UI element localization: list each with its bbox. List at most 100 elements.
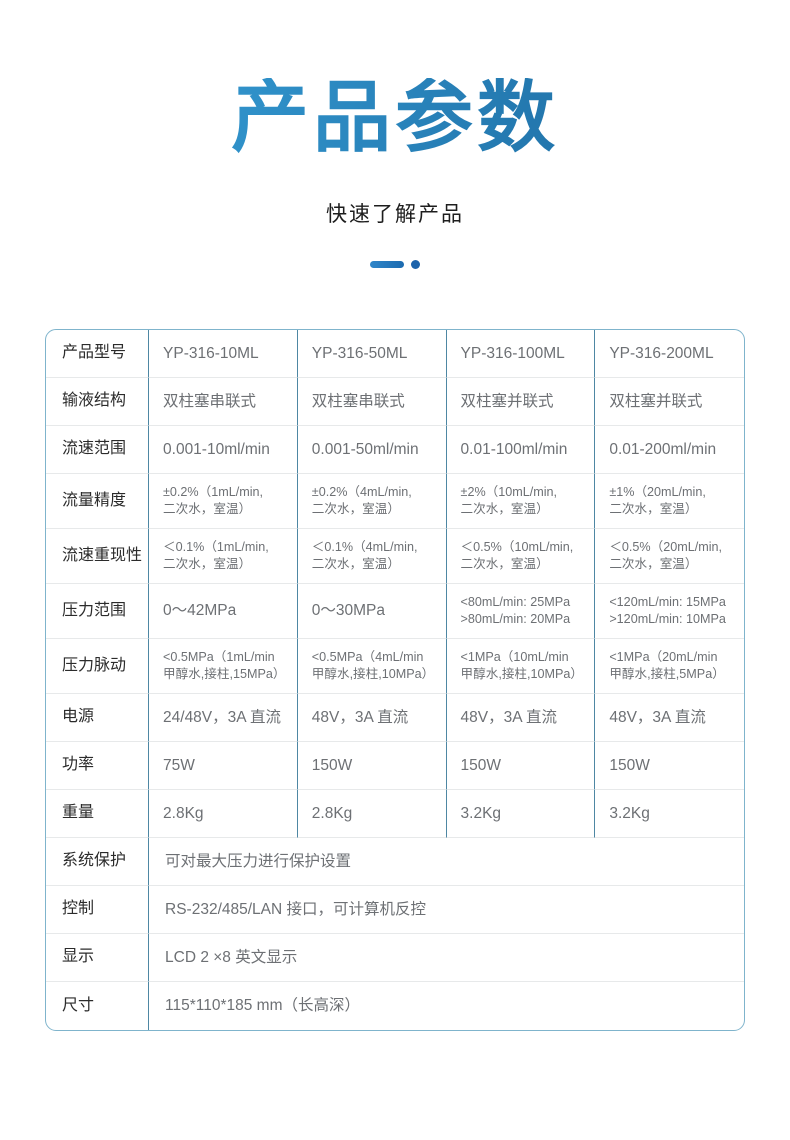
row-value-cell: <0.5MPa（1mL/min 甲醇水,接柱,15MPa） <box>149 638 298 694</box>
row-value-cell: 0.01-100ml/min <box>446 425 596 474</box>
value-two-line: ＜0.5%（10mL/min, 二次水，室温） <box>461 539 581 572</box>
row-value-cell: 0.001-10ml/min <box>149 425 298 474</box>
table-row: 功率 75W 150W 150W 150W <box>46 741 744 790</box>
value-two-line: <1MPa（10mL/min 甲醇水,接柱,10MPa） <box>460 649 584 682</box>
value-line-1: ±2%（10mL/min, <box>460 485 558 500</box>
value-line-1: <120mL/min: 15MPa <box>609 595 726 610</box>
row-value-cell: YP-316-10ML <box>149 329 298 378</box>
row-value-cell: <1MPa（20mL/min 甲醇水,接柱,5MPa） <box>595 639 744 694</box>
row-value-cell: 24/48V，3A 直流 <box>149 693 298 742</box>
row-value-cell: <0.5MPa（4mL/min 甲醇水,接柱,10MPa） <box>297 638 447 694</box>
row-label: 电源 <box>46 693 150 742</box>
row-value-cell: ＜0.5%（10mL/min, 二次水，室温） <box>446 528 596 584</box>
row-label: 流量精度 <box>46 473 150 529</box>
row-value-cell: 0.01-200ml/min <box>595 426 744 474</box>
row-value-cell: 双柱塞并联式 <box>595 378 744 426</box>
row-value-cell: 48V，3A 直流 <box>595 694 744 742</box>
product-spec-table: 产品型号 YP-316-10ML YP-316-50ML YP-316-100ML YP… <box>45 328 745 1031</box>
row-label: 显示 <box>46 933 150 982</box>
value-line-2: 甲醇水,接柱,5MPa） <box>609 666 725 681</box>
row-label: 功率 <box>46 741 150 790</box>
value-line-1: ＜0.5%（20mL/min, <box>609 540 723 555</box>
value-line-2: 二次水，室温） <box>163 501 252 516</box>
row-value-cell: 0.001-50ml/min <box>297 425 447 474</box>
row-value-cell: 3.2Kg <box>595 790 744 838</box>
value-line-2: 二次水，室温） <box>609 501 698 516</box>
value-line-2: 二次水，室温） <box>311 556 400 571</box>
value-two-line: ±1%（20mL/min, 二次水，室温） <box>609 484 730 517</box>
row-label: 流速范围 <box>46 425 150 474</box>
row-label: 重量 <box>46 789 150 838</box>
value-line-2: 甲醇水,接柱,15MPa） <box>163 666 286 681</box>
value-two-line: ±0.2%（1mL/min, 二次水，室温） <box>163 484 283 517</box>
row-value-merged: RS-232/485/LAN 接口，可计算机反控 <box>149 886 744 934</box>
value-two-line: <120mL/min: 15MPa >120mL/min: 10MPa <box>609 594 730 627</box>
row-value-cell: YP-316-100ML <box>446 329 596 378</box>
row-value-cell: 150W <box>595 742 744 790</box>
value-line-1: <1MPa（20mL/min <box>609 650 718 665</box>
row-value-cell: ＜0.1%（4mL/min, 二次水，室温） <box>297 528 447 584</box>
row-value-cell: YP-316-200ML <box>595 330 744 378</box>
decorative-divider <box>0 258 790 272</box>
value-line-1: ±0.2%（4mL/min, <box>311 485 412 500</box>
value-line-2: 二次水，室温） <box>460 556 549 571</box>
row-value-cell: 3.2Kg <box>446 789 596 838</box>
value-line-2: 甲醇水,接柱,10MPa） <box>460 666 584 681</box>
value-line-1: <0.5MPa（1mL/min <box>163 650 275 665</box>
row-value-cell: ±0.2%（4mL/min, 二次水，室温） <box>297 473 447 529</box>
decorative-dot-icon <box>411 260 420 270</box>
value-two-line: ＜0.1%（1mL/min, 二次水，室温） <box>163 539 283 572</box>
value-line-2: >80mL/min: 20MPa <box>460 611 571 626</box>
row-label: 尺寸 <box>46 981 150 1030</box>
value-line-1: <0.5MPa（4mL/min <box>311 650 424 665</box>
table-row: 电源 24/48V，3A 直流 48V，3A 直流 48V，3A 直流 48V，3A 直… <box>46 693 744 742</box>
row-label: 输液结构 <box>46 377 150 426</box>
table-row: 压力范围 0～42MPa 0～30MPa <80mL/min: 25MPa >80mL/… <box>46 583 744 639</box>
row-value-cell: <120mL/min: 15MPa >120mL/min: 10MPa <box>595 584 744 639</box>
spec-table-wrapper: 产品型号 YP-316-10ML YP-316-50ML YP-316-100ML YP… <box>45 328 745 1031</box>
value-line-2: 二次水，室温） <box>609 556 698 571</box>
decorative-bar-icon <box>370 261 404 269</box>
row-label: 系统保护 <box>46 837 150 886</box>
value-two-line: <80mL/min: 25MPa >80mL/min: 20MPa <box>461 594 581 627</box>
row-value-cell: 2.8Kg <box>297 789 447 838</box>
table-row: 系统保护 可对最大压力进行保护设置 <box>46 837 744 886</box>
table-row: 显示 LCD 2 ×8 英文显示 <box>46 933 744 982</box>
value-line-2: >120mL/min: 10MPa <box>609 611 726 626</box>
row-value-cell: ＜0.5%（20mL/min, 二次水，室温） <box>595 529 744 584</box>
value-two-line: ＜0.1%（4mL/min, 二次水，室温） <box>312 539 432 572</box>
page-title: 产品参数 <box>0 77 790 160</box>
value-line-1: ±1%（20mL/min, <box>609 485 706 500</box>
row-label: 产品型号 <box>46 329 150 378</box>
row-label: 压力范围 <box>46 583 150 639</box>
row-value-merged: 115*110*185 mm（长高深） <box>165 997 360 1015</box>
value-two-line: ＜0.5%（20mL/min, 二次水，室温） <box>609 539 730 572</box>
value-line-2: 甲醇水,接柱,10MPa） <box>311 666 435 681</box>
row-value-cell: 75W <box>149 741 298 790</box>
value-two-line: ±2%（10mL/min, 二次水，室温） <box>461 484 581 517</box>
table-row: 流速重现性 ＜0.1%（1mL/min, 二次水，室温） ＜0.1%（4mL/min,… <box>46 528 744 584</box>
row-value-cell: 0～42MPa <box>149 583 298 639</box>
table-row: 压力脉动 <0.5MPa（1mL/min 甲醇水,接柱,15MPa） <0.5MPa（… <box>46 638 744 694</box>
row-value-merged: 可对最大压力进行保护设置 <box>149 838 744 886</box>
table-row: 尺寸 115*110*185 mm（长高深） <box>46 981 744 1030</box>
row-value-cell: ±1%（20mL/min, 二次水，室温） <box>595 474 744 529</box>
value-two-line: <1MPa（20mL/min 甲醇水,接柱,5MPa） <box>609 649 730 682</box>
row-value-cell: 48V，3A 直流 <box>446 693 596 742</box>
value-line-1: ＜0.1%（1mL/min, <box>163 540 269 555</box>
row-value-cell: 0～30MPa <box>297 583 447 639</box>
row-value-cell: ＜0.1%（1mL/min, 二次水，室温） <box>149 528 298 584</box>
row-value-cell: 150W <box>297 741 447 790</box>
table-row: 产品型号 YP-316-10ML YP-316-50ML YP-316-100ML YP… <box>46 329 744 378</box>
value-line-2: 二次水，室温） <box>311 501 400 516</box>
row-value-cell: <80mL/min: 25MPa >80mL/min: 20MPa <box>446 583 596 639</box>
row-value-cell: 双柱塞串联式 <box>149 377 298 426</box>
value-line-1: <80mL/min: 25MPa <box>460 595 571 610</box>
row-value-cell: 双柱塞并联式 <box>446 377 596 426</box>
value-line-2: 二次水，室温） <box>163 556 252 571</box>
row-value-cell: ±2%（10mL/min, 二次水，室温） <box>446 473 596 529</box>
table-row: 重量 2.8Kg 2.8Kg 3.2Kg 3.2Kg <box>46 789 744 838</box>
row-label: 压力脉动 <box>46 638 150 694</box>
row-value-cell: ±0.2%（1mL/min, 二次水，室温） <box>149 473 298 529</box>
row-value-cell: <1MPa（10mL/min 甲醇水,接柱,10MPa） <box>446 638 596 694</box>
